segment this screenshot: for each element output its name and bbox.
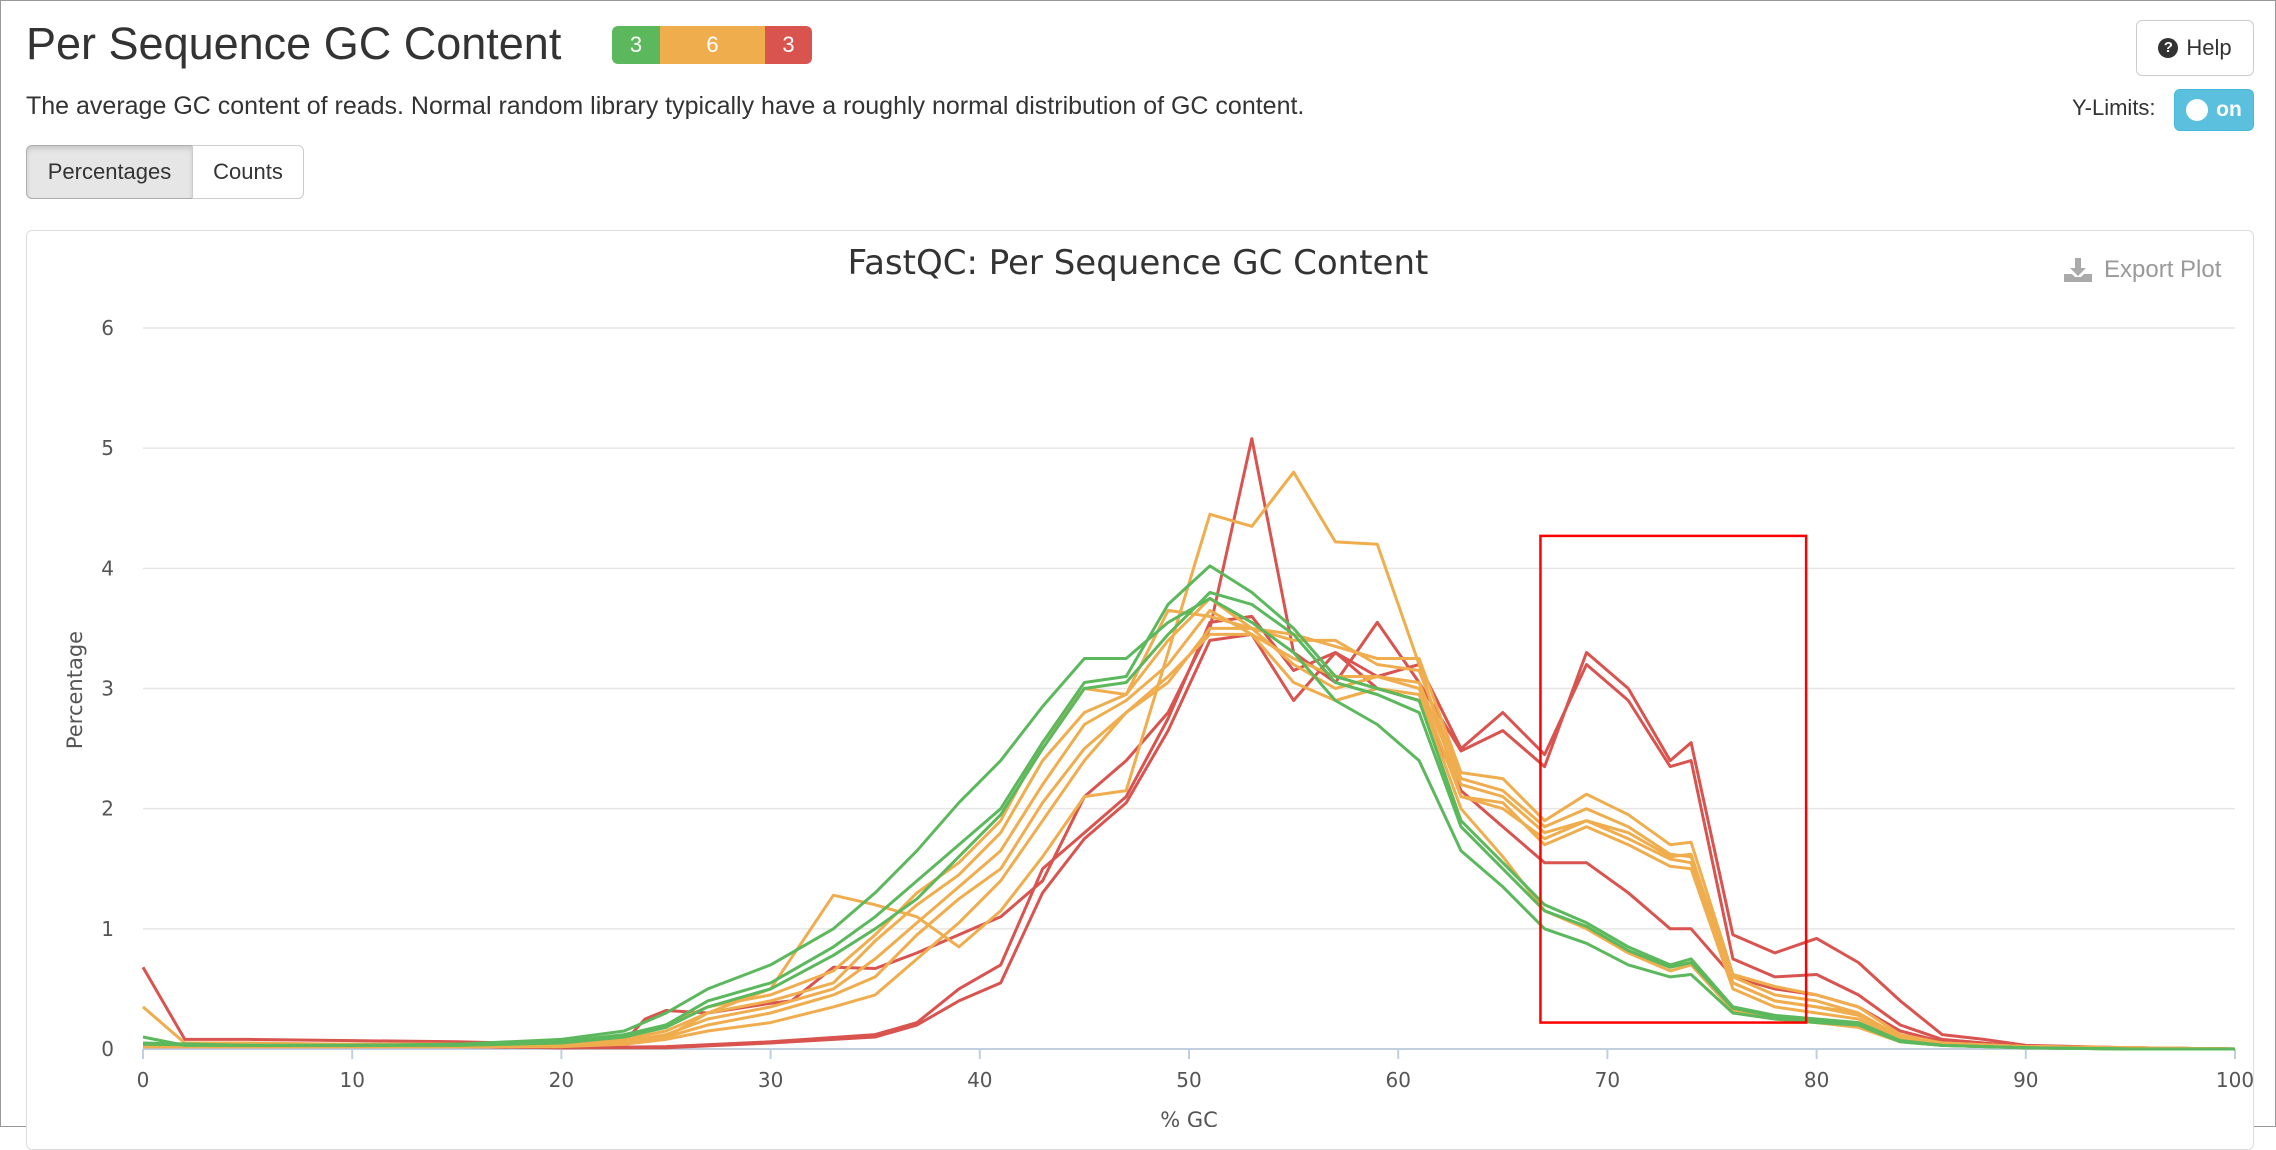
x-tick-label: 10	[339, 1068, 364, 1092]
series-line-fail-2[interactable]	[143, 632, 2236, 1051]
ylimits-label: Y-Limits:	[2072, 95, 2156, 120]
series-line-warn-9[interactable]	[143, 632, 2235, 1051]
series-line-pass-12[interactable]	[142, 590, 2235, 1051]
x-tick-label: 0	[137, 1068, 150, 1092]
x-axis-title: % GC	[1160, 1108, 1218, 1127]
x-tick-label: 50	[1176, 1068, 1201, 1092]
help-button-label: Help	[2186, 35, 2232, 60]
y-tick-label: 3	[101, 677, 114, 701]
download-icon	[2064, 258, 2092, 282]
series-line-warn-4[interactable]	[142, 470, 2236, 1051]
help-button[interactable]: ? Help	[2136, 20, 2254, 76]
series-line-pass-10[interactable]	[142, 596, 2235, 1051]
y-tick-label: 5	[101, 436, 114, 460]
export-plot-label: Export Plot	[2104, 256, 2222, 283]
x-tick-label: 90	[2013, 1068, 2038, 1092]
section-description: The average GC content of reads. Normal …	[26, 92, 1305, 120]
status-badges: 3 6 3	[612, 26, 812, 64]
y-tick-label: 1	[101, 917, 114, 941]
ylimits-toggle[interactable]: on	[2174, 89, 2254, 131]
series-line-warn-7[interactable]	[143, 608, 2236, 1051]
x-tick-label: 30	[758, 1068, 783, 1092]
toggle-knob	[2186, 99, 2209, 121]
y-axis-title: Percentage	[63, 631, 87, 749]
status-badge-warn[interactable]: 6	[660, 26, 765, 64]
y-tick-label: 0	[101, 1037, 114, 1061]
counts-button[interactable]: Counts	[192, 145, 304, 199]
view-toggle-group: Percentages Counts	[26, 145, 304, 199]
series-lines[interactable]	[141, 437, 2236, 1051]
x-tick-label: 60	[1385, 1068, 1410, 1092]
y-tick-labels: 0 1 2 3 4 5 6	[101, 316, 114, 1061]
chart-title: FastQC: Per Sequence GC Content	[848, 243, 1429, 283]
ylimits-toggle-label: on	[2216, 98, 2242, 121]
series-line-warn-5[interactable]	[143, 608, 2236, 1051]
grid-lines	[143, 327, 2235, 930]
x-tick-labels: 0 10 20 30 40 50 60 70 80 90 100	[137, 1049, 2254, 1092]
y-tick-label: 6	[101, 316, 114, 340]
x-tick-label: 70	[1595, 1068, 1620, 1092]
series-line-warn-6[interactable]	[143, 596, 2236, 1051]
series-line-fail-1[interactable]	[141, 437, 2236, 1051]
status-badge-pass[interactable]: 3	[612, 26, 660, 64]
export-plot-button[interactable]: Export Plot	[2062, 256, 2221, 284]
x-tick-label: 20	[549, 1068, 574, 1092]
y-tick-label: 2	[101, 797, 114, 821]
status-badge-fail[interactable]: 3	[765, 26, 812, 64]
y-tick-label: 4	[101, 556, 114, 580]
x-tick-label: 100	[2216, 1068, 2254, 1092]
question-circle-icon: ?	[2158, 38, 2179, 58]
x-tick-label: 40	[967, 1068, 992, 1092]
page-title: Per Sequence GC Content	[26, 18, 562, 69]
series-line-warn-8[interactable]	[143, 626, 2236, 1051]
percentages-button[interactable]: Percentages	[26, 145, 193, 199]
series-line-fail-3[interactable]	[143, 614, 2236, 1051]
highlight-annotation-box	[1539, 534, 1808, 1024]
x-tick-label: 80	[1804, 1068, 1829, 1092]
